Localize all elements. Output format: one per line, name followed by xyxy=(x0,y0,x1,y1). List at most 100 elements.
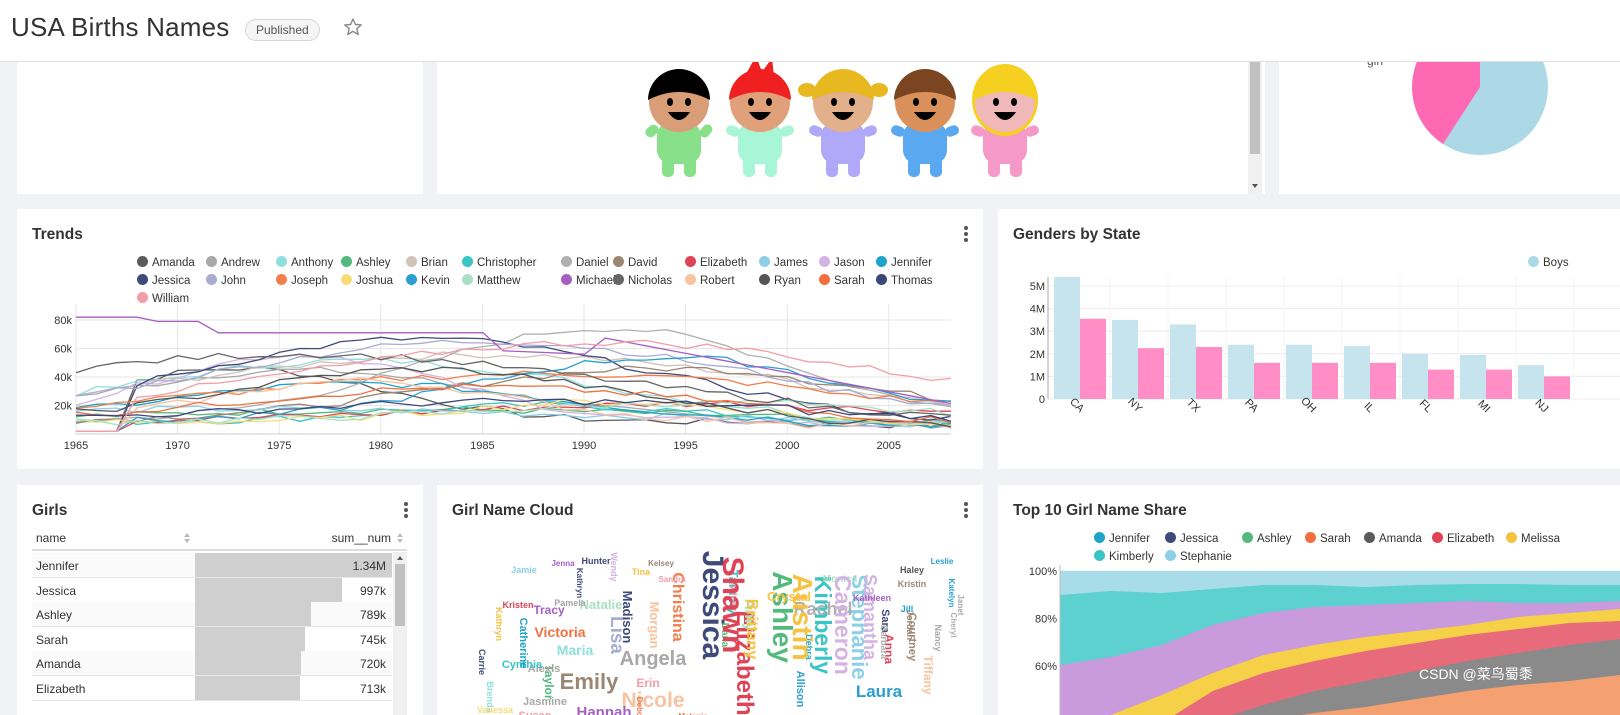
cell-value: 713k xyxy=(359,681,386,696)
legend-item-jessica[interactable]: Jessica xyxy=(137,274,190,287)
legend-item-joshua[interactable]: Joshua xyxy=(341,274,393,287)
legend-dot xyxy=(1305,532,1316,543)
image-scrollbar-thumb[interactable] xyxy=(1250,62,1260,154)
cloud-word: Elizabeth xyxy=(731,610,758,715)
cloud-word: Tiffany xyxy=(921,655,935,694)
legend-item-michael[interactable]: Michael xyxy=(561,274,616,287)
bar-girls-mi[interactable] xyxy=(1486,369,1512,399)
legend-dot xyxy=(1094,532,1105,543)
y-tick-label: 60% xyxy=(1035,661,1057,673)
legend-label: John xyxy=(221,275,246,287)
trends-legend: Amanda Andrew Anthony Ashley Brian Christophe… xyxy=(137,256,977,312)
bar-girls-oh[interactable] xyxy=(1312,362,1338,399)
legend-item-jennifer[interactable]: Jennifer xyxy=(1094,532,1150,545)
cell-name: Elizabeth xyxy=(36,681,86,696)
x-tick-label: 2005 xyxy=(877,440,901,452)
bar-girls-ny[interactable] xyxy=(1138,348,1164,399)
trends-menu-icon[interactable] xyxy=(963,226,969,244)
legend-item-joseph[interactable]: Joseph xyxy=(276,274,328,287)
legend-item-jason[interactable]: Jason xyxy=(819,256,865,269)
legend-item-john[interactable]: John xyxy=(206,274,246,287)
legend-item-amanda[interactable]: Amanda xyxy=(137,256,195,269)
bar-boys-il[interactable] xyxy=(1344,345,1370,399)
cloud-word: Tammy xyxy=(726,570,741,615)
table-row[interactable]: Ashley 789k xyxy=(32,602,392,627)
table-row[interactable]: Jessica 997k xyxy=(32,577,392,603)
bar-boys-ny[interactable] xyxy=(1112,319,1138,399)
legend-item-kevin[interactable]: Kevin xyxy=(406,274,450,287)
bar-girls-tx[interactable] xyxy=(1196,347,1222,399)
legend-item-nicholas[interactable]: Nicholas xyxy=(613,274,672,287)
cloud-word: Ashley xyxy=(767,571,798,663)
legend-item-amanda[interactable]: Amanda xyxy=(1364,532,1422,545)
legend-item-matthew[interactable]: Matthew xyxy=(462,274,520,287)
image-scrollbar[interactable] xyxy=(1248,62,1262,194)
legend-item-david[interactable]: David xyxy=(613,256,657,269)
sort-icon[interactable] xyxy=(396,532,404,544)
legend-item-james[interactable]: James xyxy=(759,256,808,269)
table-scrollbar-thumb[interactable] xyxy=(395,564,405,626)
published-badge[interactable]: Published xyxy=(245,19,320,41)
share-title: Top 10 Girl Name Share xyxy=(1013,502,1187,519)
series-line-matthew xyxy=(75,399,952,426)
legend-item-sarah[interactable]: Sarah xyxy=(819,274,865,287)
legend-item-robert[interactable]: Robert xyxy=(685,274,735,287)
sort-icon[interactable] xyxy=(183,532,191,544)
legend-dot xyxy=(276,256,287,267)
bar-boys-oh[interactable] xyxy=(1286,344,1312,399)
legend-item-sarah[interactable]: Sarah xyxy=(1305,532,1351,545)
legend-item-ashley[interactable]: Ashley xyxy=(341,256,391,269)
bar-girls-nj[interactable] xyxy=(1544,376,1570,399)
table-row[interactable]: Sarah 745k xyxy=(32,626,392,652)
table-scrollbar[interactable] xyxy=(393,552,407,715)
bar-boys-ca[interactable] xyxy=(1054,276,1080,399)
legend-item-jessica[interactable]: Jessica xyxy=(1165,532,1218,545)
legend-item-daniel[interactable]: Daniel xyxy=(561,256,609,269)
bar-boys-mi[interactable] xyxy=(1460,354,1486,399)
bar-girls-il[interactable] xyxy=(1370,362,1396,399)
col-sum-header[interactable]: sum__num xyxy=(331,531,391,545)
y-tick-label: 80k xyxy=(54,315,72,327)
series-line-john xyxy=(75,339,952,406)
bar-girls-ca[interactable] xyxy=(1080,318,1106,399)
bar-girls-pa[interactable] xyxy=(1254,362,1280,399)
cloud-menu-icon[interactable] xyxy=(963,502,969,520)
table-row[interactable]: Jennifer 1.34M xyxy=(32,553,392,578)
y-tick-label: 40k xyxy=(54,372,72,384)
legend-item-elizabeth[interactable]: Elizabeth xyxy=(685,256,747,269)
bar-boys-tx[interactable] xyxy=(1170,324,1196,399)
table-row[interactable]: Elizabeth 713k xyxy=(32,675,392,701)
legend-item-william[interactable]: William xyxy=(137,292,189,305)
girls-menu-icon[interactable] xyxy=(403,502,409,520)
legend-label: Jessica xyxy=(1180,533,1219,545)
legend-item-anthony[interactable]: Anthony xyxy=(276,256,333,269)
y-tick-label: 80% xyxy=(1035,614,1057,626)
legend-dot xyxy=(1165,550,1176,561)
legend-dot xyxy=(276,274,287,285)
cell-value: 745k xyxy=(359,632,386,647)
legend-item-ryan[interactable]: Ryan xyxy=(759,274,801,287)
series-line-kevin xyxy=(76,355,952,432)
cloud-word: Rachel xyxy=(793,599,852,619)
legend-item-andrew[interactable]: Andrew xyxy=(206,256,260,269)
legend-item-brian[interactable]: Brian xyxy=(406,256,448,269)
legend-item-jennifer[interactable]: Jennifer xyxy=(876,256,932,269)
bar-girls-fl[interactable] xyxy=(1428,369,1454,399)
legend-item-melissa[interactable]: Melissa xyxy=(1506,532,1560,545)
scroll-up-arrow-icon[interactable] xyxy=(395,554,405,562)
bar-boys-pa[interactable] xyxy=(1228,344,1254,399)
legend-item-ashley[interactable]: Ashley xyxy=(1242,532,1292,545)
cloud-word: Jasmine xyxy=(523,696,567,708)
legend-item-thomas[interactable]: Thomas xyxy=(876,274,933,287)
scroll-down-arrow-icon[interactable] xyxy=(1250,182,1260,190)
bar-boys-nj[interactable] xyxy=(1518,365,1544,399)
col-name-header[interactable]: name xyxy=(36,531,67,545)
legend-item-kimberly[interactable]: Kimberly xyxy=(1094,550,1154,563)
legend-item-christopher[interactable]: Christopher xyxy=(462,256,536,269)
bar-boys-fl[interactable] xyxy=(1402,353,1428,399)
legend-item-stephanie[interactable]: Stephanie xyxy=(1165,550,1232,563)
star-icon[interactable] xyxy=(343,17,363,37)
table-row[interactable]: Amanda 720k xyxy=(32,651,392,676)
legend-item-elizabeth[interactable]: Elizabeth xyxy=(1432,532,1494,545)
cloud-word: Kathryn xyxy=(494,607,504,641)
